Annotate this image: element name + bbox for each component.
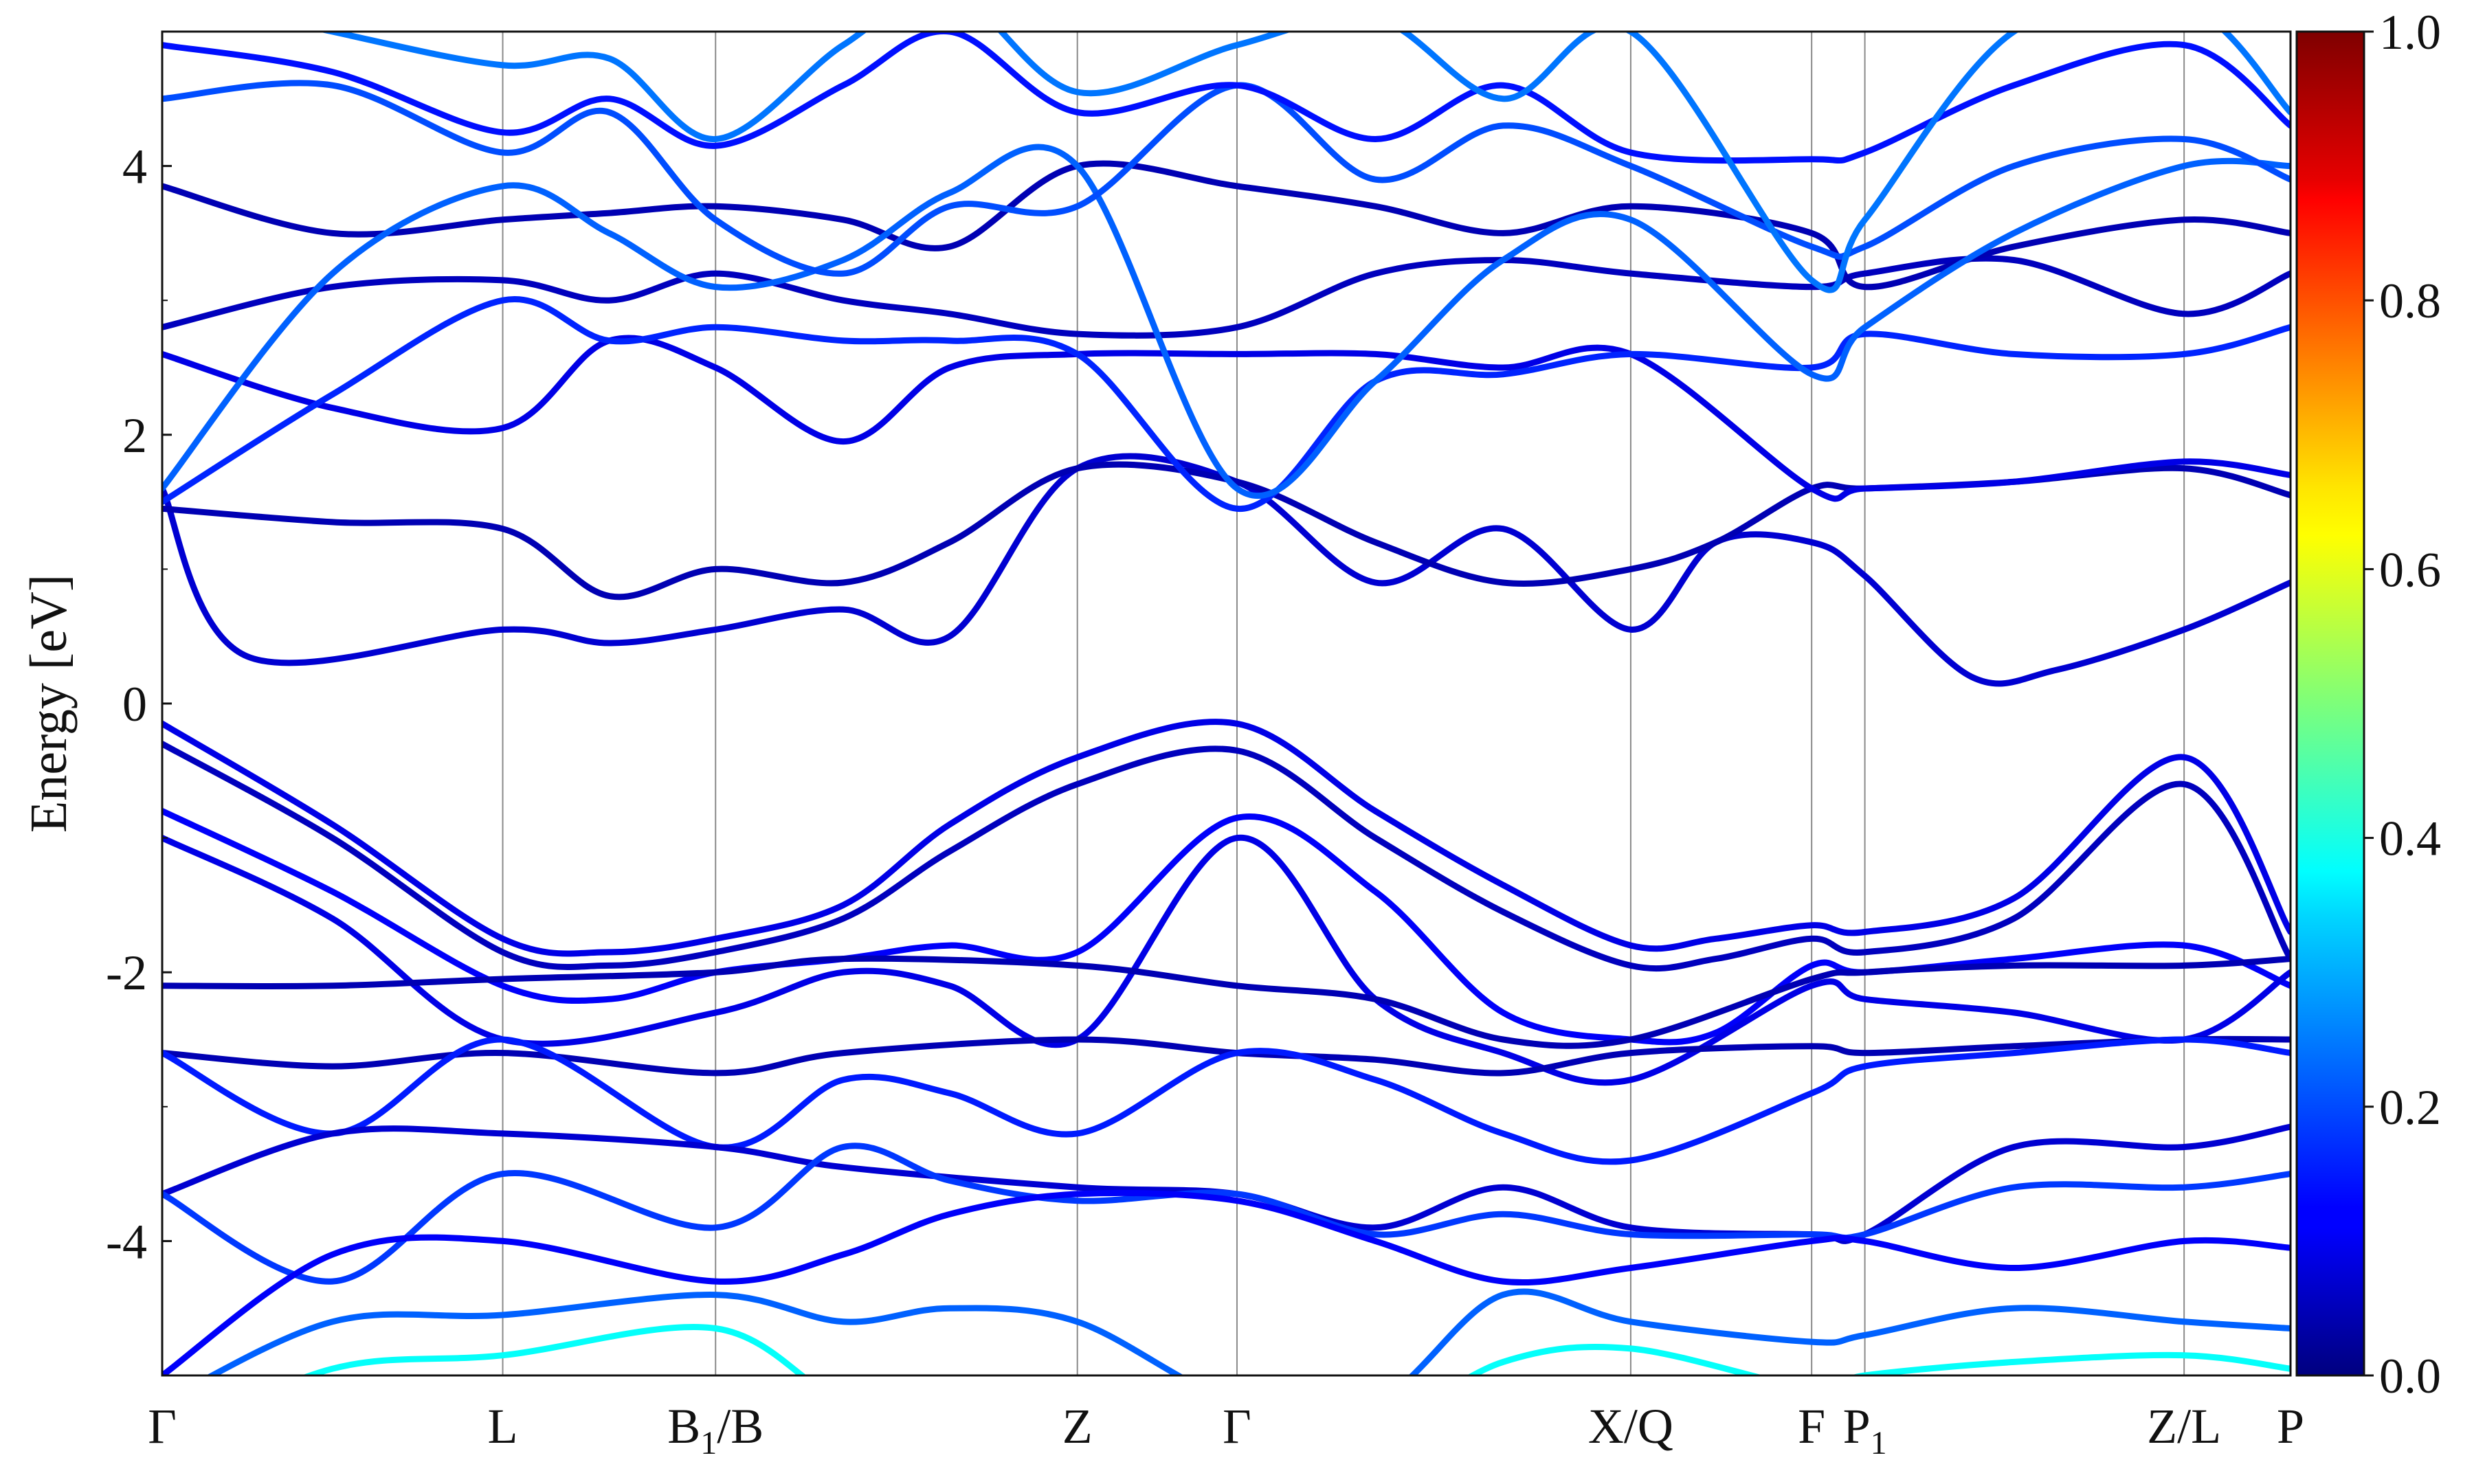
- band-line: [301, 1324, 2291, 1375]
- band-line: [162, 335, 2291, 502]
- colorbar-tick-label: 0.6: [2379, 542, 2441, 597]
- colorbar: [2295, 30, 2365, 1377]
- kpoint-label: Z/L: [2147, 1399, 2221, 1454]
- kpoint-label: F: [1798, 1399, 1825, 1454]
- band-lines: [162, 32, 2291, 1375]
- colorbar-ticks: 0.0 0.2 0.4 0.6 0.8 1.0: [2364, 5, 2441, 1404]
- kpoint-label: P1: [1843, 1399, 1887, 1461]
- band-line: [162, 453, 2291, 687]
- band-line: [162, 160, 2291, 291]
- kpoint-label: P: [2277, 1399, 2304, 1454]
- colorbar-tick-label: 0.2: [2379, 1080, 2441, 1135]
- band-line: [162, 719, 2291, 957]
- y-axis-label: Energy [eV]: [20, 574, 78, 833]
- band-line: [162, 835, 2291, 1086]
- band-line: [162, 32, 2291, 164]
- x-axis-ticks: Γ L B1/B Z Γ X/Q F P1 Z/L P: [148, 1399, 2304, 1461]
- band-line: [162, 1035, 2291, 1077]
- plot-background: [162, 32, 2291, 1375]
- kpath-lines: [502, 32, 2185, 1375]
- colorbar-tick-label: 0.0: [2379, 1349, 2441, 1404]
- band-line: [162, 955, 2291, 1049]
- colorbar-tick-label: 0.8: [2379, 273, 2441, 328]
- kpoint-label: X/Q: [1588, 1399, 1673, 1454]
- band-line: [162, 1143, 2291, 1285]
- y-tick-label: -4: [106, 1214, 147, 1269]
- band-line: [162, 1123, 2291, 1244]
- band-line: [162, 1036, 2291, 1165]
- band-line: [317, 32, 2291, 293]
- band-line: [162, 144, 2291, 499]
- kpoint-label: Z: [1062, 1399, 1093, 1454]
- band-line: [162, 1189, 2291, 1375]
- y-tick-label: 2: [122, 408, 147, 463]
- band-line: [162, 255, 2291, 339]
- y-tick-label: 4: [122, 139, 147, 194]
- kpoint-label: L: [488, 1399, 518, 1454]
- kpoint-label: Γ: [1223, 1399, 1251, 1454]
- kpoint-label: Γ: [148, 1399, 177, 1454]
- y-tick-label: -2: [106, 945, 147, 1000]
- colorbar-tick-label: 1.0: [2379, 5, 2441, 60]
- y-tick-label: 0: [122, 677, 147, 732]
- band-line: [162, 296, 2291, 512]
- band-line: [162, 741, 2291, 972]
- colorbar-tick-label: 0.4: [2379, 811, 2441, 866]
- kpoint-label: B1/B: [667, 1399, 764, 1461]
- band-line: [205, 1288, 2291, 1375]
- y-axis-ticks: 4 2 0 -2 -4: [106, 31, 172, 1376]
